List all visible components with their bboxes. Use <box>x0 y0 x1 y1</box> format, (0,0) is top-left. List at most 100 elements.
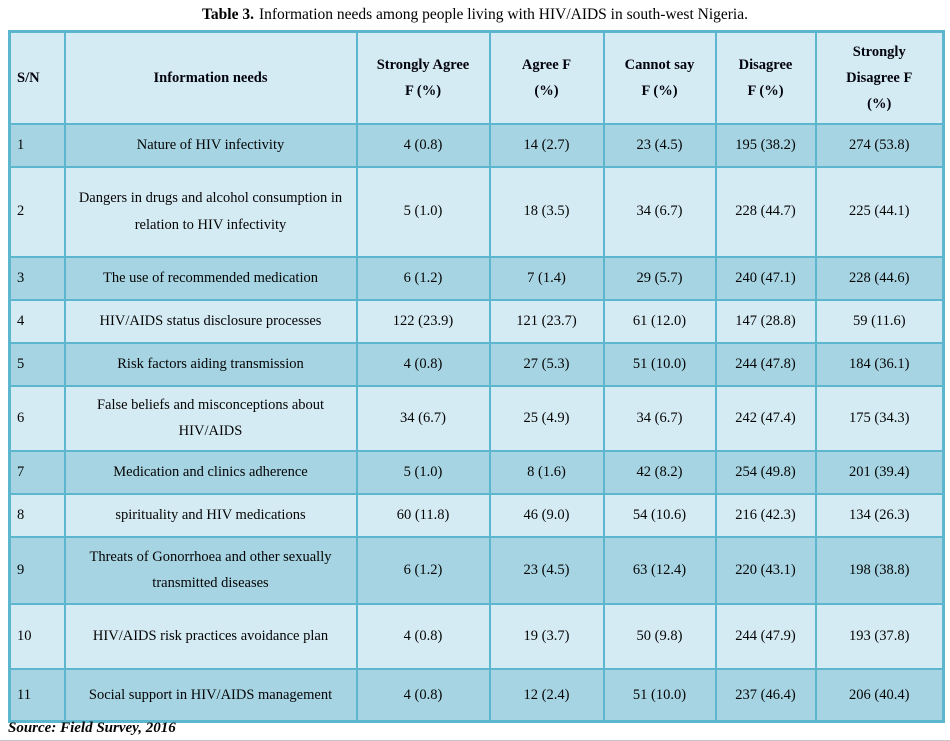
value-cell: 18 (3.5) <box>488 165 605 258</box>
value-cell: 4 (0.8) <box>355 341 491 387</box>
value-cell: 244 (47.8) <box>714 341 817 387</box>
sn-cell: 1 <box>8 122 66 168</box>
table-row: 7 Medication and clinics adherence 5 (1.… <box>8 449 945 495</box>
value-cell: 198 (38.8) <box>814 535 945 605</box>
value-cell: 8 (1.6) <box>488 449 605 495</box>
value-cell: 63 (12.4) <box>602 535 717 605</box>
value-cell: 147 (28.8) <box>714 298 817 344</box>
header-row: S/N Information needs Strongly Agree F (… <box>8 30 945 125</box>
value-cell: 225 (44.1) <box>814 165 945 258</box>
need-cell: Threats of Gonorrhoea and other sexually… <box>63 535 358 605</box>
value-cell: 34 (6.7) <box>602 384 717 452</box>
sn-cell: 4 <box>8 298 66 344</box>
need-cell: Nature of HIV infectivity <box>63 122 358 168</box>
need-cell: Medication and clinics adherence <box>63 449 358 495</box>
value-cell: 175 (34.3) <box>814 384 945 452</box>
value-cell: 50 (9.8) <box>602 602 717 670</box>
table-title-text: Information needs among people living wi… <box>258 6 748 23</box>
value-cell: 216 (42.3) <box>714 492 817 538</box>
need-cell: Risk factors aiding transmission <box>63 341 358 387</box>
value-cell: 228 (44.6) <box>814 255 945 301</box>
sn-cell: 6 <box>8 384 66 452</box>
value-cell: 61 (12.0) <box>602 298 717 344</box>
sn-cell: 2 <box>8 165 66 258</box>
sn-cell: 5 <box>8 341 66 387</box>
header-cell-disagree: Disagree F (%) <box>714 30 817 125</box>
value-cell: 19 (3.7) <box>488 602 605 670</box>
table-row: 2 Dangers in drugs and alcohol consumpti… <box>8 165 945 258</box>
table-row: 4 HIV/AIDS status disclosure processes 1… <box>8 298 945 344</box>
table-title-label: Table 3. <box>201 6 254 23</box>
value-cell: 23 (4.5) <box>602 122 717 168</box>
need-cell: The use of recommended medication <box>63 255 358 301</box>
value-cell: 12 (2.4) <box>488 667 605 723</box>
value-cell: 46 (9.0) <box>488 492 605 538</box>
need-cell: Social support in HIV/AIDS management <box>63 667 358 723</box>
value-cell: 201 (39.4) <box>814 449 945 495</box>
table-row: 3 The use of recommended medication 6 (1… <box>8 255 945 301</box>
sn-cell: 8 <box>8 492 66 538</box>
value-cell: 27 (5.3) <box>488 341 605 387</box>
need-cell: spirituality and HIV medications <box>63 492 358 538</box>
value-cell: 220 (43.1) <box>714 535 817 605</box>
value-cell: 242 (47.4) <box>714 384 817 452</box>
source-note: Source: Field Survey, 2016 <box>8 720 176 736</box>
value-cell: 5 (1.0) <box>355 165 491 258</box>
table-row: 5 Risk factors aiding transmission 4 (0.… <box>8 341 945 387</box>
value-cell: 4 (0.8) <box>355 122 491 168</box>
value-cell: 195 (38.2) <box>714 122 817 168</box>
value-cell: 237 (46.4) <box>714 667 817 723</box>
table-row: 8 spirituality and HIV medications 60 (1… <box>8 492 945 538</box>
table-row: 11 Social support in HIV/AIDS management… <box>8 667 945 723</box>
value-cell: 51 (10.0) <box>602 341 717 387</box>
value-cell: 206 (40.4) <box>814 667 945 723</box>
value-cell: 25 (4.9) <box>488 384 605 452</box>
table-row: 10 HIV/AIDS risk practices avoidance pla… <box>8 602 945 670</box>
table-row: 6 False beliefs and misconceptions about… <box>8 384 945 452</box>
header-cell-cannot-say: Cannot say F (%) <box>602 30 717 125</box>
value-cell: 14 (2.7) <box>488 122 605 168</box>
sn-cell: 3 <box>8 255 66 301</box>
value-cell: 54 (10.6) <box>602 492 717 538</box>
header-cell-sn: S/N <box>8 30 66 125</box>
sn-cell: 10 <box>8 602 66 670</box>
header-cell-strongly-disagree: Strongly Disagree F (%) <box>814 30 945 125</box>
sn-cell: 7 <box>8 449 66 495</box>
value-cell: 4 (0.8) <box>355 667 491 723</box>
value-cell: 228 (44.7) <box>714 165 817 258</box>
value-cell: 244 (47.9) <box>714 602 817 670</box>
value-cell: 60 (11.8) <box>355 492 491 538</box>
value-cell: 240 (47.1) <box>714 255 817 301</box>
header-cell-information-needs: Information needs <box>63 30 358 125</box>
need-cell: HIV/AIDS status disclosure processes <box>63 298 358 344</box>
value-cell: 34 (6.7) <box>602 165 717 258</box>
value-cell: 4 (0.8) <box>355 602 491 670</box>
value-cell: 42 (8.2) <box>602 449 717 495</box>
table-row: 1 Nature of HIV infectivity 4 (0.8) 14 (… <box>8 122 945 168</box>
need-cell: Dangers in drugs and alcohol consumption… <box>63 165 358 258</box>
header-cell-agree: Agree F (%) <box>488 30 605 125</box>
value-cell: 6 (1.2) <box>355 535 491 605</box>
value-cell: 23 (4.5) <box>488 535 605 605</box>
table-row: 9 Threats of Gonorrhoea and other sexual… <box>8 535 945 605</box>
value-cell: 122 (23.9) <box>355 298 491 344</box>
need-cell: HIV/AIDS risk practices avoidance plan <box>63 602 358 670</box>
value-cell: 121 (23.7) <box>488 298 605 344</box>
value-cell: 184 (36.1) <box>814 341 945 387</box>
value-cell: 51 (10.0) <box>602 667 717 723</box>
table-title: Table 3. Information needs among people l… <box>0 4 950 26</box>
sn-cell: 9 <box>8 535 66 605</box>
value-cell: 254 (49.8) <box>714 449 817 495</box>
value-cell: 7 (1.4) <box>488 255 605 301</box>
value-cell: 59 (11.6) <box>814 298 945 344</box>
value-cell: 193 (37.8) <box>814 602 945 670</box>
sn-cell: 11 <box>8 667 66 723</box>
value-cell: 6 (1.2) <box>355 255 491 301</box>
information-needs-table: S/N Information needs Strongly Agree F (… <box>8 30 945 723</box>
value-cell: 134 (26.3) <box>814 492 945 538</box>
value-cell: 34 (6.7) <box>355 384 491 452</box>
need-cell: False beliefs and misconceptions about H… <box>63 384 358 452</box>
value-cell: 274 (53.8) <box>814 122 945 168</box>
value-cell: 29 (5.7) <box>602 255 717 301</box>
header-cell-strongly-agree: Strongly Agree F (%) <box>355 30 491 125</box>
